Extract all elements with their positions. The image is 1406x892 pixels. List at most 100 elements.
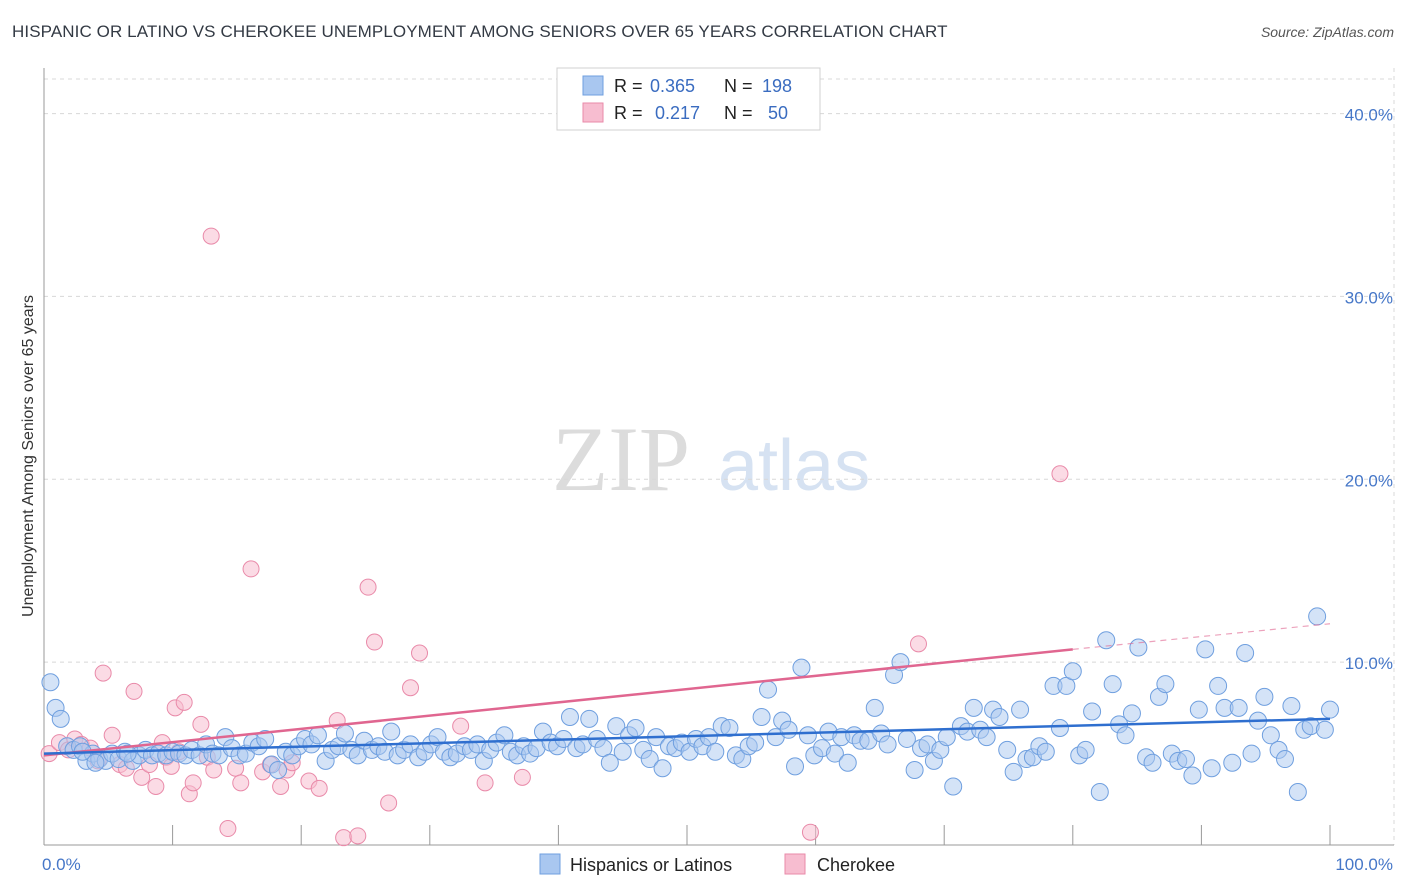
- stats-n-value-pink: 50: [768, 103, 788, 123]
- cherokee-point: [175, 693, 193, 711]
- hispanic-point: [1308, 607, 1327, 626]
- cherokee-point: [202, 227, 220, 245]
- hispanic-point: [1083, 702, 1102, 721]
- hispanic-point: [752, 708, 771, 726]
- hispanic-point: [1063, 662, 1082, 681]
- hispanic-point: [786, 757, 805, 776]
- hispanic-point: [1321, 700, 1339, 719]
- cherokee-point: [133, 768, 151, 786]
- source-credit: Source: ZipAtlas.com: [1260, 24, 1394, 40]
- cherokee-point: [366, 633, 384, 651]
- hispanic-point: [51, 709, 70, 728]
- hispanic-point: [335, 724, 354, 743]
- hispanic-point: [495, 726, 514, 745]
- stats-r-value-blue: 0.365: [650, 76, 695, 96]
- hispanic-point: [865, 698, 884, 717]
- cherokee-point: [219, 820, 237, 838]
- cherokee-point: [192, 715, 210, 733]
- cherokee-point: [242, 560, 260, 578]
- hispanic-point: [1202, 759, 1221, 778]
- cherokee-point: [359, 578, 377, 596]
- hispanic-point: [779, 720, 798, 739]
- cherokee-point: [476, 774, 494, 792]
- watermark-zip: ZIP: [552, 408, 690, 510]
- x-tick-label-min: 0.0%: [42, 855, 81, 874]
- hispanic-point: [905, 761, 924, 780]
- cherokee-point: [513, 768, 531, 786]
- y-tick-label: 10.0%: [1345, 654, 1393, 673]
- cherokee-point: [801, 823, 819, 841]
- hispanic-point: [1076, 740, 1095, 759]
- cherokee-point: [103, 726, 121, 744]
- hispanic-point: [1156, 675, 1175, 694]
- hispanic-point: [600, 753, 619, 772]
- cherokee-point: [909, 635, 927, 653]
- stats-r-value-pink: 0.217: [655, 103, 700, 123]
- cherokee-point: [94, 664, 112, 682]
- hispanic-point: [1122, 704, 1141, 723]
- hispanic-point: [1282, 697, 1301, 716]
- stats-r-label-pink: R =: [614, 103, 643, 123]
- hispanic-point: [1011, 700, 1030, 719]
- cherokee-point: [335, 829, 353, 847]
- cherokee-point: [147, 777, 165, 795]
- series-legend: Hispanics or Latinos Cherokee: [539, 853, 895, 875]
- hispanic-trend-line: [43, 717, 1331, 755]
- hispanic-point: [977, 728, 996, 747]
- hispanic-point: [118, 744, 137, 763]
- stats-legend-swatch-blue: [582, 75, 604, 96]
- hispanic-point: [998, 740, 1017, 759]
- hispanic-point: [1288, 782, 1307, 801]
- hispanic-point: [1004, 762, 1023, 781]
- x-tick-label-max: 100.0%: [1335, 855, 1393, 874]
- y-tick-label: 20.0%: [1345, 471, 1393, 490]
- hispanic-point: [964, 698, 983, 717]
- cherokee-point: [349, 827, 367, 845]
- hispanic-point: [626, 718, 645, 737]
- legend-swatch-hispanic: [539, 853, 561, 875]
- hispanic-point: [1315, 720, 1334, 739]
- hispanic-point: [1229, 698, 1248, 717]
- hispanic-point: [878, 735, 897, 754]
- stats-n-label-blue: N =: [724, 76, 753, 96]
- hispanic-point: [1143, 753, 1162, 772]
- hispanic-point: [838, 753, 857, 772]
- hispanic-point: [1223, 753, 1242, 772]
- hispanic-point: [1189, 700, 1208, 719]
- hispanic-point: [1209, 676, 1228, 695]
- hispanic-point: [560, 708, 579, 726]
- hispanic-point: [580, 709, 599, 728]
- hispanic-point: [1242, 744, 1261, 763]
- hispanic-point: [613, 742, 632, 761]
- hispanic-point: [1097, 631, 1116, 650]
- x-axis-ticks: [172, 825, 1331, 845]
- legend-label-cherokee: Cherokee: [817, 855, 895, 875]
- stats-legend: R = 0.365 N = 198 R = 0.217 N = 50: [556, 67, 821, 131]
- hispanic-point: [792, 658, 811, 677]
- cherokee-point: [452, 717, 470, 735]
- cherokee-point: [1051, 465, 1069, 483]
- hispanic-point: [759, 680, 778, 699]
- chart-title: HISPANIC OR LATINO VS CHEROKEE UNEMPLOYM…: [12, 22, 948, 41]
- hispanic-point: [1261, 726, 1280, 745]
- cherokee-point: [205, 761, 223, 779]
- cherokee-point: [272, 777, 290, 795]
- hispanic-point: [1275, 750, 1294, 769]
- cherokee-trend-line: [43, 648, 1073, 757]
- hispanic-point: [746, 733, 765, 752]
- cherokee-point: [411, 644, 429, 662]
- stats-legend-swatch-pink: [582, 102, 604, 123]
- cherokee-point: [402, 679, 420, 697]
- hispanic-point: [1090, 782, 1109, 801]
- hispanic-point: [269, 761, 288, 780]
- hispanic-point: [1129, 638, 1148, 657]
- legend-label-hispanic: Hispanics or Latinos: [570, 855, 732, 875]
- y-tick-labels: 10.0% 20.0% 30.0% 40.0%: [1345, 106, 1393, 674]
- cherokee-point: [380, 794, 398, 812]
- hispanic-point: [1255, 687, 1274, 706]
- cherokee-point: [184, 774, 202, 792]
- watermark-atlas: atlas: [718, 426, 870, 506]
- hispanic-point: [1196, 640, 1215, 659]
- y-tick-label: 30.0%: [1345, 288, 1393, 307]
